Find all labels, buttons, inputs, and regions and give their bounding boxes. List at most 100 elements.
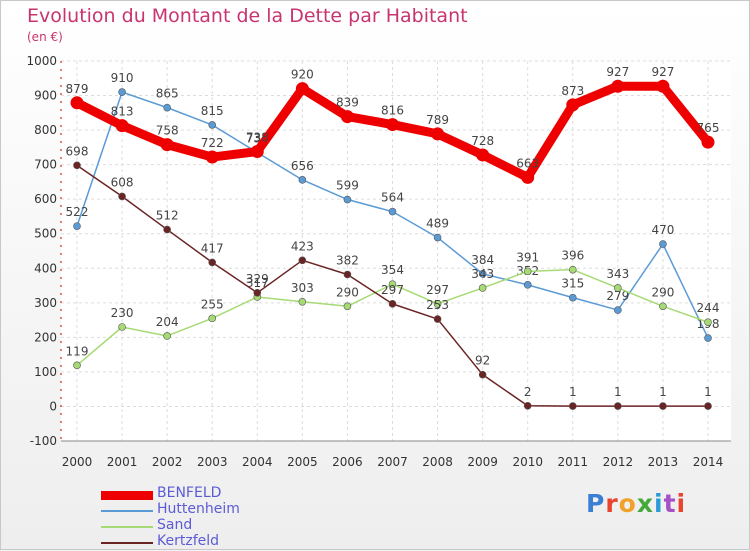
data-point-benfeld [656,79,670,93]
data-label-sand: 303 [291,281,314,295]
y-tick-label: 700 [34,158,57,172]
data-label-kertzfeld: 1 [659,385,667,399]
data-label-benfeld: 920 [291,68,314,82]
data-point-huttenheim [614,306,622,314]
data-point-sand [388,280,397,288]
data-label-kertzfeld: 92 [475,354,490,368]
chart-subtitle: (en €) [27,30,63,44]
logo-letter: o [618,489,637,518]
data-label-benfeld: 839 [336,96,359,110]
data-label-sand: 244 [697,301,720,315]
logo-letter: i [676,489,687,518]
data-point-sand [704,318,712,326]
data-label-benfeld: 663 [516,156,539,170]
data-label-benfeld: 873 [561,84,584,98]
data-point-kertzfeld [478,370,487,379]
y-tick-label: 400 [34,261,57,275]
data-point-kertzfeld [208,258,217,267]
data-point-benfeld [566,98,580,112]
data-label-huttenheim: 910 [111,71,134,85]
proxiti-logo: Proxiti [586,489,686,518]
data-point-kertzfeld [73,161,81,170]
data-label-huttenheim: 564 [381,191,404,205]
data-point-kertzfeld [298,256,307,265]
data-point-huttenheim [208,121,217,129]
x-tick-label: 2008 [422,455,453,469]
data-label-huttenheim: 470 [651,223,674,237]
data-label-kertzfeld: 1 [569,385,577,399]
data-point-sand [523,267,532,276]
data-point-kertzfeld [659,402,667,410]
data-point-huttenheim [568,293,577,302]
data-point-huttenheim [433,233,442,242]
data-label-sand: 343 [471,267,494,281]
x-tick-label: 2011 [558,455,589,469]
data-point-kertzfeld [704,402,712,410]
data-label-benfeld: 879 [66,82,89,96]
y-tick-label: 600 [34,192,57,206]
data-label-sand: 354 [381,263,404,277]
y-tick-label: 300 [34,296,57,310]
x-tick-label: 2003 [197,455,228,469]
data-point-benfeld [611,79,625,93]
data-label-huttenheim: 384 [471,253,494,267]
x-tick-label: 2012 [603,455,634,469]
plot-area [61,61,731,441]
x-tick-label: 2006 [332,455,363,469]
x-tick-label: 2007 [377,455,408,469]
data-label-benfeld: 758 [156,124,179,138]
y-tick-label: 900 [34,89,57,103]
x-tick-label: 2010 [512,455,543,469]
data-label-benfeld: 927 [606,65,629,79]
data-point-sand [298,297,307,306]
legend-swatch [101,510,153,512]
data-point-benfeld [160,138,174,152]
data-label-kertzfeld: 297 [381,283,404,297]
data-label-huttenheim: 522 [66,205,89,219]
data-label-huttenheim: 279 [606,289,629,303]
data-point-kertzfeld [163,225,171,234]
y-tick-label: 500 [34,227,57,241]
data-point-kertzfeld [614,402,622,410]
data-point-kertzfeld [388,300,397,308]
x-tick-label: 2002 [152,455,183,469]
data-label-sand: 119 [66,344,89,358]
data-label-benfeld: 728 [471,134,494,148]
data-point-sand [568,265,577,274]
data-point-sand [73,361,81,370]
data-point-kertzfeld [343,270,352,279]
logo-letter: t [663,489,677,518]
x-tick-label: 2014 [693,455,724,469]
data-label-kertzfeld: 698 [66,144,89,158]
logo-letter: x [636,489,654,518]
x-tick-label: 2000 [62,455,93,469]
legend-swatch [101,490,153,500]
data-point-benfeld [115,119,129,133]
data-label-sand: 297 [426,283,449,297]
data-label-huttenheim: 489 [426,217,449,231]
data-label-huttenheim: 865 [156,87,179,101]
data-label-sand: 290 [336,285,359,299]
data-point-kertzfeld [253,288,262,297]
data-point-huttenheim [478,269,487,278]
data-point-sand [659,302,667,311]
data-point-sand [433,300,442,308]
data-point-benfeld [431,127,445,141]
data-point-benfeld [295,82,309,96]
x-tick-label: 2004 [242,455,273,469]
data-point-sand [163,332,171,340]
data-label-kertzfeld: 1 [704,385,712,399]
data-label-benfeld: 927 [651,65,674,79]
legend-label: Huttenheim [157,501,240,517]
data-label-huttenheim: 815 [201,104,224,118]
x-tick-label: 2001 [107,455,138,469]
y-tick-label: 200 [34,330,57,344]
data-point-benfeld [701,135,715,149]
data-label-kertzfeld: 423 [291,239,314,253]
data-label-benfeld: 789 [426,113,449,127]
logo-letter: r [605,489,619,518]
data-point-benfeld [476,148,490,162]
data-point-sand [343,302,352,311]
chart-title: Evolution du Montant de la Dette par Hab… [27,5,468,27]
